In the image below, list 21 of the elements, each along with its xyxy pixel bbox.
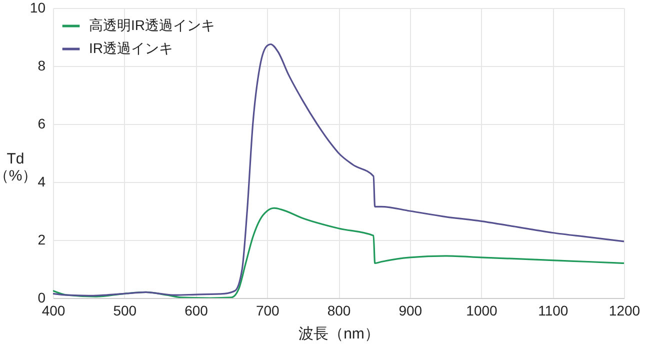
x-axis-title: 波長（nm） — [298, 326, 380, 342]
line-series — [53, 207, 624, 298]
y-tick-label: 2 — [38, 232, 46, 248]
legend-label: 高透明IR透過インキ — [89, 17, 215, 33]
line-series — [53, 43, 624, 296]
x-tick-label: 700 — [256, 302, 280, 318]
legend-label: IR透過インキ — [89, 40, 173, 56]
y-tick-label: 6 — [38, 116, 46, 132]
x-tick-label: 500 — [113, 302, 137, 318]
y-tick-label: 4 — [38, 174, 46, 190]
y-axis-title: Td （%） — [0, 150, 38, 184]
x-tick-label: 1100 — [538, 302, 568, 318]
y-tick-label: 0 — [38, 290, 46, 306]
x-tick-label: 1000 — [466, 302, 498, 318]
x-tick-label: 900 — [398, 302, 422, 318]
x-tick-label: 1200 — [608, 302, 640, 318]
x-tick-label: 600 — [184, 302, 208, 318]
x-tick-label: 800 — [327, 302, 351, 318]
y-tick-label: 8 — [38, 58, 46, 74]
x-tick-label: 400 — [42, 302, 66, 318]
y-tick-label: 10 — [30, 0, 46, 16]
